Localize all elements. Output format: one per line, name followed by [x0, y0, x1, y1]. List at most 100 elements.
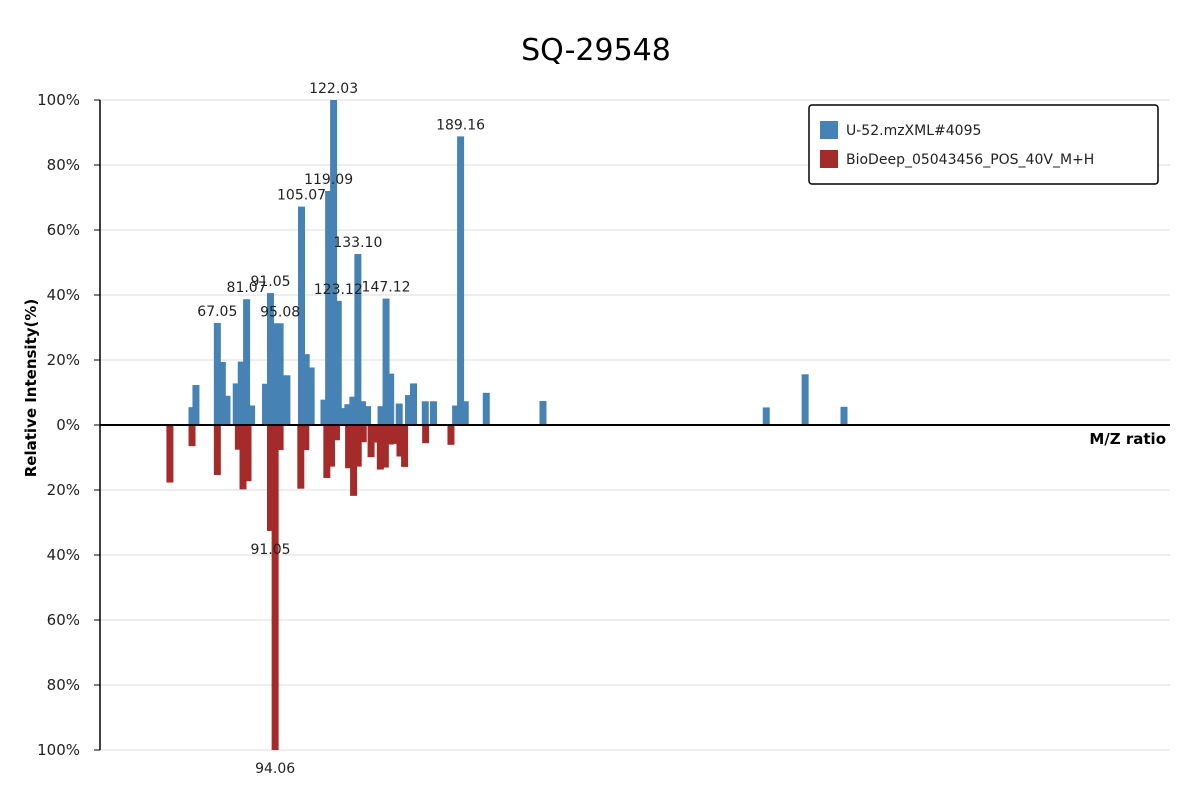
- sample-peak-bar: [457, 136, 465, 425]
- reference-peak-bar: [188, 425, 196, 447]
- peak-labels: 67.0581.0791.0595.08105.07119.09122.0312…: [197, 81, 485, 777]
- y-tick-label: 100%: [37, 741, 80, 759]
- sample-peak-bar: [223, 395, 231, 425]
- y-tick-label: 0%: [56, 416, 80, 434]
- sample-peak-bar: [387, 373, 395, 425]
- sample-peak-bar: [382, 298, 390, 425]
- bars: [166, 100, 848, 750]
- sample-peak-bar: [395, 403, 403, 425]
- legend-label-sample: U-52.mzXML#4095: [846, 123, 981, 139]
- sample-peak-bar: [840, 406, 848, 425]
- sample-peak-bar: [344, 404, 352, 425]
- peak-label: 105.07: [277, 188, 326, 204]
- y-tick-label: 80%: [47, 676, 80, 694]
- peak-label: 119.09: [304, 172, 353, 188]
- sample-peak-bar: [271, 323, 279, 425]
- sample-peak-bar: [762, 407, 770, 425]
- legend-swatch-reference: [820, 150, 838, 168]
- sample-peak-bar: [320, 399, 328, 425]
- y-tick-label: 80%: [47, 156, 80, 174]
- reference-peak-bar: [327, 425, 335, 467]
- reference-peak-bar: [213, 425, 221, 476]
- sample-peak-bar: [482, 392, 490, 425]
- sample-peak-bar: [405, 395, 413, 425]
- peak-label: 95.08: [260, 304, 300, 320]
- peak-label: 67.05: [197, 304, 237, 320]
- reference-peak-bar: [239, 425, 247, 490]
- reference-peak-bar: [297, 425, 305, 489]
- sample-peak-bar: [192, 385, 200, 425]
- sample-peak-bar: [213, 322, 221, 425]
- sample-peak-bar: [364, 406, 371, 425]
- y-tick-label: 20%: [47, 351, 80, 369]
- reference-peak-bar: [391, 425, 399, 444]
- peak-label: 81.07: [227, 280, 267, 296]
- axes: [99, 100, 1170, 750]
- sample-peak-bar: [461, 401, 469, 425]
- sample-peak-bar: [325, 191, 333, 425]
- reference-peak-bar: [166, 425, 174, 483]
- sample-peak-bar: [248, 405, 256, 425]
- y-axis-title: Relative Intensity(%): [22, 299, 40, 478]
- x-axis-title: M/Z ratio: [1089, 430, 1166, 448]
- y-tick-label: 100%: [37, 91, 80, 109]
- reference-peak-bar: [271, 425, 279, 750]
- reference-peak-bar: [234, 425, 242, 450]
- sample-peak-bar: [539, 400, 547, 425]
- peak-label: 189.16: [436, 117, 485, 133]
- peak-label: 91.05: [250, 274, 290, 290]
- sample-peak-bar: [232, 383, 240, 425]
- sample-peak-bar: [218, 361, 226, 425]
- sample-peak-bar: [283, 375, 291, 425]
- peak-label: 91.05: [250, 542, 290, 558]
- y-tick-label: 40%: [47, 286, 80, 304]
- sample-peak-bar: [359, 401, 367, 425]
- peak-label: 122.03: [309, 81, 358, 97]
- legend: U-52.mzXML#4095 BioDeep_05043456_POS_40V…: [808, 104, 1159, 185]
- reference-peak-bar: [396, 425, 404, 457]
- y-tick-label: 60%: [47, 221, 80, 239]
- peak-label: 123.12: [314, 282, 363, 298]
- sample-peak-bar: [801, 374, 809, 425]
- sample-peak-bar: [354, 254, 362, 425]
- reference-peak-bar: [354, 425, 362, 467]
- peak-label: 94.06: [255, 761, 295, 777]
- reference-peak-bar: [367, 425, 375, 458]
- sample-peak-bar: [339, 408, 347, 425]
- y-tick-label: 40%: [47, 546, 80, 564]
- reference-peak-bar: [376, 425, 384, 470]
- reference-peak-bar: [350, 425, 358, 496]
- reference-peak-bar: [266, 425, 274, 531]
- sample-peak-bar: [298, 206, 306, 425]
- sample-peak-bar: [243, 299, 251, 425]
- reference-peak-bar: [422, 425, 430, 444]
- legend-label-reference: BioDeep_05043456_POS_40V_M+H: [846, 152, 1094, 168]
- reference-peak-bar: [244, 425, 252, 482]
- y-tick-label: 60%: [47, 611, 80, 629]
- reference-peak-bar: [386, 425, 394, 445]
- sample-peak-bar: [429, 401, 437, 425]
- reference-peak-bar: [372, 425, 380, 443]
- sample-peak-bar: [410, 383, 418, 425]
- sample-peak-bar: [302, 354, 310, 425]
- reference-peak-bar: [302, 425, 310, 451]
- reference-peak-bar: [345, 425, 353, 469]
- sample-peak-bar: [237, 361, 245, 425]
- sample-peak-bar: [188, 407, 196, 425]
- sample-peak-bar: [421, 401, 429, 425]
- sample-peak-bar: [266, 293, 274, 425]
- sample-peak-bar: [276, 323, 284, 425]
- legend-frame: [808, 104, 1159, 185]
- reference-peak-bar: [276, 425, 284, 451]
- y-tick-labels: 100% 80% 60% 40% 20% 0% 20% 40% 60% 80% 100%: [37, 91, 100, 759]
- reference-peak-bar: [447, 425, 455, 445]
- sample-peak-bar: [377, 406, 385, 425]
- reference-peak-bar: [323, 425, 331, 478]
- sample-peak-bar: [349, 396, 357, 425]
- sample-peak-bar: [334, 300, 342, 425]
- peak-label: 147.12: [362, 280, 411, 296]
- y-tick-label: 20%: [47, 481, 80, 499]
- reference-peak-bar: [332, 425, 340, 441]
- peak-label: 133.10: [333, 235, 382, 251]
